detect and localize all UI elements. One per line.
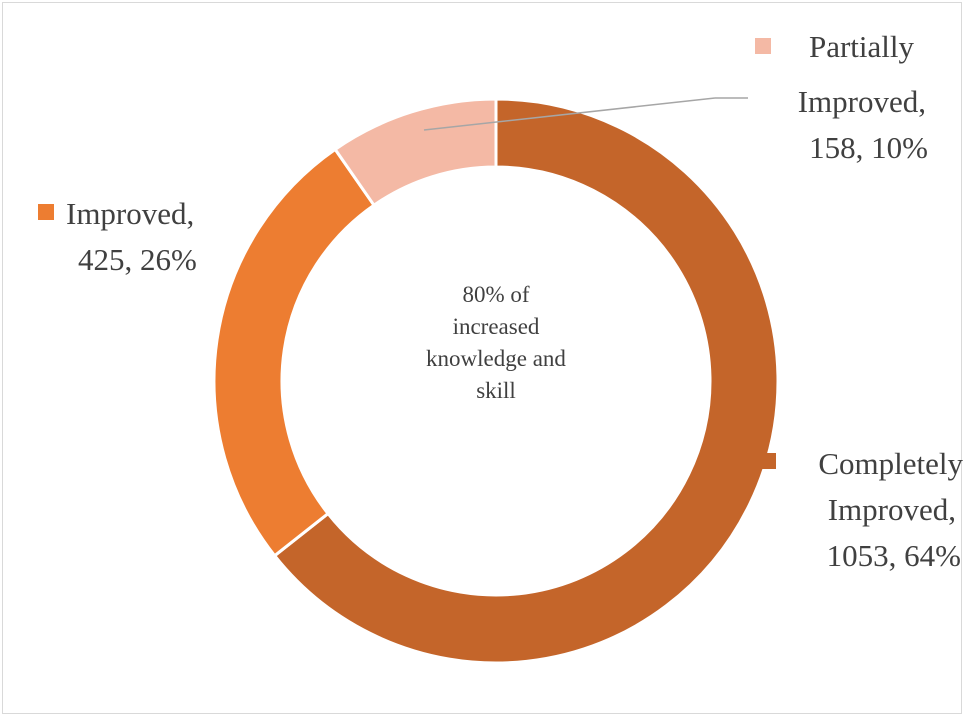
center-text-line-2: increased	[453, 314, 540, 339]
donut-slice-partially-improved	[333, 97, 498, 208]
label-completely-improved: Completely Improved, 1053, 64%	[760, 446, 963, 573]
label-improved: Improved, 425, 26%	[38, 196, 197, 277]
label-completely-improved-line-2: Improved,	[828, 492, 956, 527]
donut-slices	[212, 97, 780, 665]
label-partially-improved-line-1: Partially	[809, 29, 915, 64]
center-text-line-1: 80% of	[462, 282, 529, 307]
label-partially-improved-line-2: Improved,	[798, 84, 926, 119]
donut-slice-completely-improved	[272, 97, 780, 665]
legend-key-improved	[38, 204, 54, 220]
partially-improved-leader-line	[423, 97, 716, 131]
donut-slice-improved	[212, 147, 377, 558]
legend-key-partially-improved	[755, 38, 771, 54]
center-text-line-4: skill	[476, 378, 516, 403]
label-partially-improved-line-3: 158, 10%	[809, 130, 928, 165]
center-text: 80% of increased knowledge and skill	[426, 282, 566, 403]
label-completely-improved-line-3: 1053, 64%	[827, 538, 961, 573]
label-completely-improved-line-1: Completely	[818, 446, 963, 481]
center-text-line-3: knowledge and	[426, 346, 566, 371]
label-partially-improved: Partially Improved, 158, 10%	[755, 29, 928, 165]
label-improved-line-1: Improved,	[66, 196, 194, 231]
legend-key-completely-improved	[760, 453, 776, 469]
label-improved-line-2: 425, 26%	[78, 242, 197, 277]
